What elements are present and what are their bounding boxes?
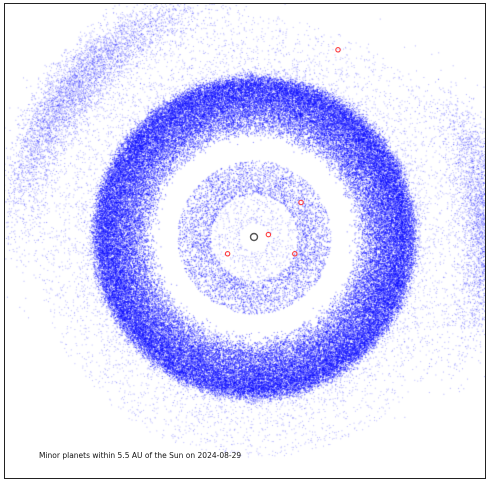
figure-frame: Minor planets within 5.5 AU of the Sun o… (4, 3, 486, 479)
minor-planets-scatter-plot (5, 4, 485, 478)
chart-caption: Minor planets within 5.5 AU of the Sun o… (39, 451, 242, 460)
